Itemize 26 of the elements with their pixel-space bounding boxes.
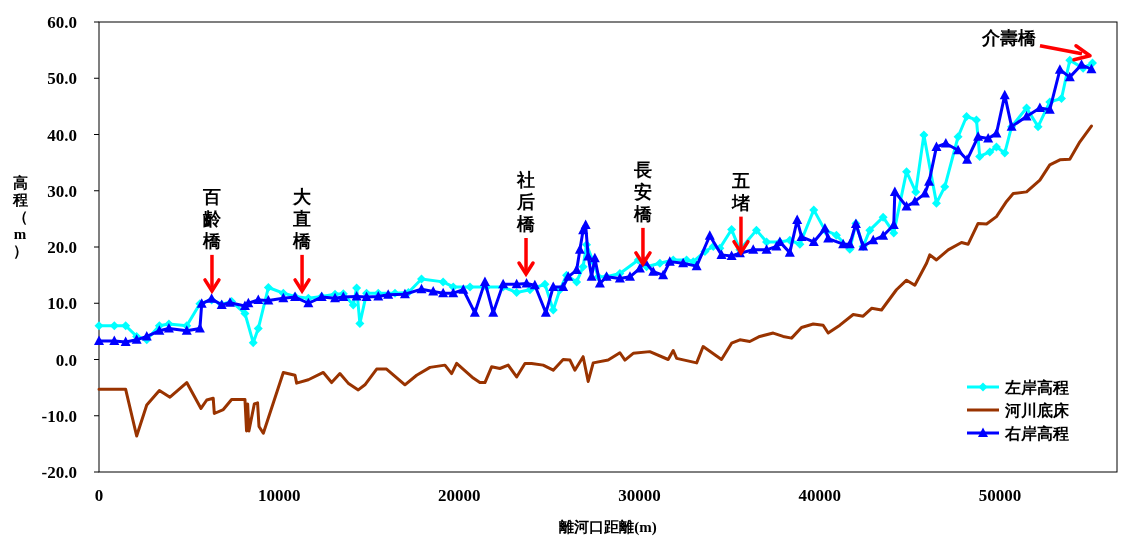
y-tick-label: 30.0 <box>47 181 77 201</box>
x-tick-label: 30000 <box>618 486 661 505</box>
legend-label: 左岸高程 <box>1004 378 1069 396</box>
annotation: 五堵 <box>730 170 750 213</box>
y-tick-label: 60.0 <box>47 13 77 32</box>
annotation: 長安橋 <box>632 159 653 224</box>
y-tick-label: -20.0 <box>41 463 77 482</box>
x-tick-label: 0 <box>94 486 104 505</box>
y-tick-label: 0.0 <box>55 350 77 370</box>
legend-label: 河川底床 <box>1004 402 1070 419</box>
annotation: 百齡橋 <box>201 186 222 251</box>
annotation: 介壽橋 <box>980 27 1037 48</box>
x-tick-label: 50000 <box>978 486 1022 505</box>
x-axis-title: 離河口距離(m) <box>558 519 657 536</box>
y-axis-title: 高程（m） <box>11 173 28 259</box>
annotation: 社后橋 <box>516 170 537 234</box>
y-tick-label: -10.0 <box>41 406 77 426</box>
x-tick-label: 10000 <box>257 486 301 505</box>
annotation: 大直橋 <box>292 186 313 251</box>
y-tick-label: 50.0 <box>47 69 77 89</box>
y-tick-label: 20.0 <box>47 238 77 257</box>
y-tick-label: 40.0 <box>47 125 77 145</box>
legend-label: 右岸高程 <box>1004 424 1069 442</box>
x-tick-label: 40000 <box>798 486 841 505</box>
x-tick-label: 20000 <box>438 486 481 505</box>
y-tick-label: 10.0 <box>47 294 77 314</box>
